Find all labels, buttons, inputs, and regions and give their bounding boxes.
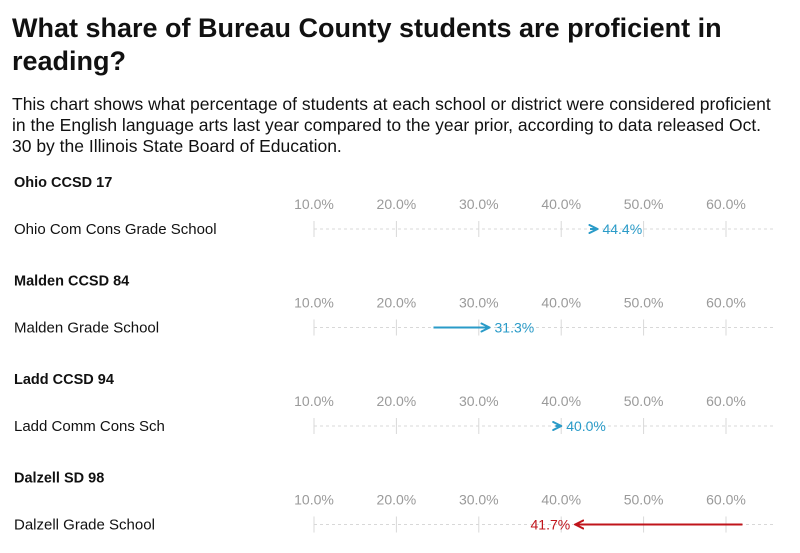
district-title: Malden CCSD 84 bbox=[14, 274, 129, 290]
district-title: Ladd CCSD 94 bbox=[14, 372, 114, 388]
tick-label: 30.0% bbox=[459, 492, 499, 508]
district-title: Dalzell SD 98 bbox=[14, 471, 104, 487]
chart-title: What share of Bureau County students are… bbox=[12, 13, 722, 76]
tick-label: 30.0% bbox=[459, 295, 499, 311]
tick-label: 30.0% bbox=[459, 196, 499, 212]
school-label: Ladd Comm Cons Sch bbox=[14, 418, 165, 435]
school-label: Malden Grade School bbox=[14, 320, 159, 337]
tick-label: 40.0% bbox=[541, 393, 581, 409]
tick-label: 60.0% bbox=[706, 196, 746, 212]
tick-label: 40.0% bbox=[541, 295, 581, 311]
tick-label: 60.0% bbox=[706, 295, 746, 311]
value-label: 40.0% bbox=[566, 418, 606, 434]
tick-label: 60.0% bbox=[706, 393, 746, 409]
tick-label: 10.0% bbox=[294, 393, 334, 409]
tick-label: 50.0% bbox=[624, 492, 664, 508]
tick-label: 10.0% bbox=[294, 295, 334, 311]
tick-label: 50.0% bbox=[624, 196, 664, 212]
tick-label: 60.0% bbox=[706, 492, 746, 508]
tick-label: 20.0% bbox=[377, 295, 417, 311]
tick-label: 40.0% bbox=[541, 196, 581, 212]
tick-label: 10.0% bbox=[294, 492, 334, 508]
tick-label: 30.0% bbox=[459, 393, 499, 409]
school-label: Ohio Com Cons Grade School bbox=[14, 221, 217, 238]
tick-label: 20.0% bbox=[377, 393, 417, 409]
tick-label: 20.0% bbox=[377, 492, 417, 508]
tick-label: 50.0% bbox=[624, 393, 664, 409]
value-label: 44.4% bbox=[602, 221, 642, 237]
tick-label: 40.0% bbox=[541, 492, 581, 508]
value-label: 31.3% bbox=[495, 320, 535, 336]
value-label: 41.7% bbox=[531, 517, 571, 533]
school-label: Dalzell Grade School bbox=[14, 517, 155, 534]
chart-subtitle: This chart shows what percentage of stud… bbox=[12, 94, 771, 156]
tick-label: 20.0% bbox=[377, 196, 417, 212]
district-title: Ohio CCSD 17 bbox=[14, 175, 112, 191]
tick-label: 50.0% bbox=[624, 295, 664, 311]
tick-label: 10.0% bbox=[294, 196, 334, 212]
